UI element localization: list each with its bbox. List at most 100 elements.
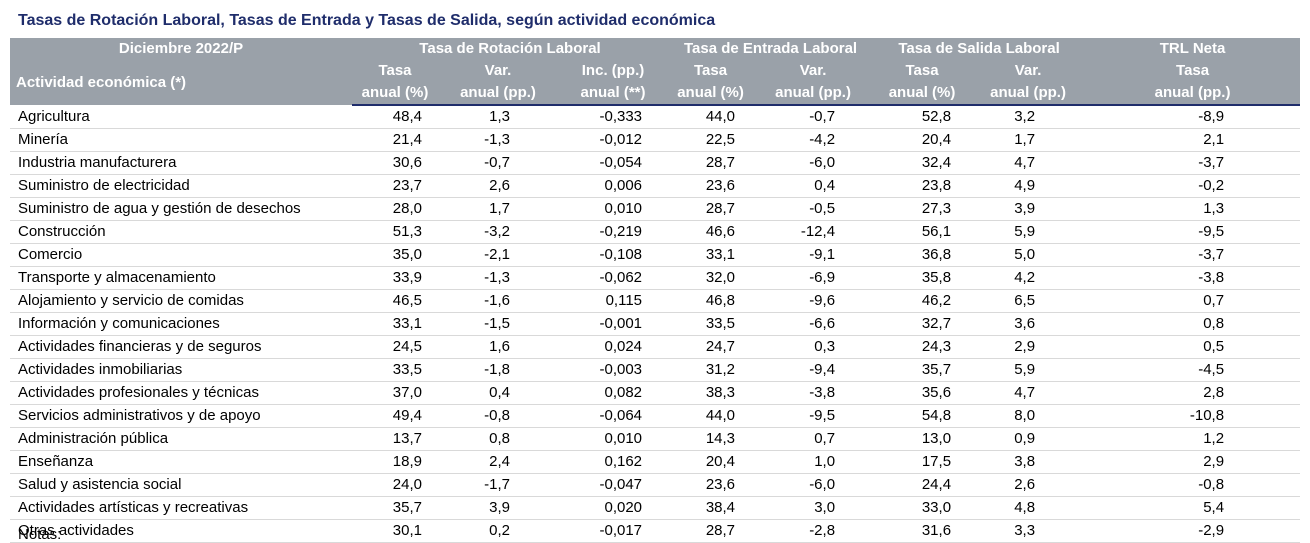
salida-group-header: Tasa de Salida Laboral	[873, 38, 1086, 60]
value-cell: 17,5	[873, 450, 972, 474]
value-cell: 0,010	[558, 427, 669, 451]
value-cell: -0,047	[558, 473, 669, 497]
table-row: Servicios administrativos y de apoyo 49,4…	[10, 404, 1301, 428]
table-row: Administración pública 13,7 0,8 0,010 14,3 0,…	[10, 427, 1301, 451]
table-body: Agricultura 48,4 1,3 -0,333 44,0 -0,7 52,8 3,2-…	[10, 105, 1301, 543]
rotacion-group-header: Tasa de Rotación Laboral	[352, 38, 669, 60]
subheader-label: Var.	[971, 60, 1086, 82]
value-cell: 35,0	[352, 243, 438, 267]
value-cell: 4,8	[971, 496, 1086, 520]
subheader-unit: anual (%)	[668, 82, 754, 106]
value-cell: 23,7	[352, 174, 438, 198]
value-cell: 13,0	[873, 427, 972, 451]
subheader-label: Inc. (pp.)	[558, 60, 669, 82]
value-cell: -1,7	[438, 473, 558, 497]
value-cell: 2,6	[971, 473, 1086, 497]
value-cell: 33,1	[668, 243, 754, 267]
value-cell: -0,5	[753, 197, 874, 221]
value-cell: -0,001	[558, 312, 669, 336]
activity-name-cell: Salud y asistencia social	[10, 473, 352, 497]
value-cell: -0,2	[1085, 174, 1301, 198]
value-cell: -4,2	[753, 128, 874, 152]
table-row: Minería 21,4 -1,3 -0,012 22,5 -4,2 20,4 1,7 2,1	[10, 128, 1301, 152]
table-row: Transporte y almacenamiento 33,9 -1,3 -0,06…	[10, 266, 1301, 290]
activity-name-cell: Información y comunicaciones	[10, 312, 352, 336]
value-cell: 56,1	[873, 220, 972, 244]
value-cell: 5,0	[971, 243, 1086, 267]
value-cell: 49,4	[352, 404, 438, 428]
value-cell: 0,2	[438, 519, 558, 543]
value-cell: 20,4	[873, 128, 972, 152]
value-cell: -0,219	[558, 220, 669, 244]
value-cell: -9,4	[753, 358, 874, 382]
data-table: Diciembre 2022/P Tasa de Rotación Labora…	[10, 38, 1301, 543]
value-cell: -10,8	[1085, 404, 1301, 428]
value-cell: -3,2	[438, 220, 558, 244]
table-row: Enseñanza 18,9 2,4 0,162 20,4 1,0 17,5 3,8 2,9	[10, 450, 1301, 474]
value-cell: 3,0	[753, 496, 874, 520]
value-cell: -0,064	[558, 404, 669, 428]
table-row: Actividades financieras y de seguros 24,5…	[10, 335, 1301, 359]
table-row: Alojamiento y servicio de comidas 46,5 -1,…	[10, 289, 1301, 313]
table-title: Tasas de Rotación Laboral, Tasas de Entr…	[18, 12, 716, 29]
activity-name-cell: Enseñanza	[10, 450, 352, 474]
table-row: Comercio 35,0 -2,1 -0,108 33,1 -9,1 36,8 5,0 -3,…	[10, 243, 1301, 267]
value-cell: 4,7	[971, 151, 1086, 175]
subheader-label: Tasa	[1085, 60, 1301, 82]
value-cell: -3,7	[1085, 151, 1301, 175]
value-cell: 2,9	[971, 335, 1086, 359]
activity-name-cell: Construcción	[10, 220, 352, 244]
value-cell: 35,7	[352, 496, 438, 520]
value-cell: 0,7	[1085, 289, 1301, 313]
value-cell: 31,6	[873, 519, 972, 543]
value-cell: 24,0	[352, 473, 438, 497]
value-cell: 2,9	[1085, 450, 1301, 474]
value-cell: 1,6	[438, 335, 558, 359]
value-cell: 28,0	[352, 197, 438, 221]
value-cell: 18,9	[352, 450, 438, 474]
value-cell: 33,5	[668, 312, 754, 336]
subheader-unit: anual (pp.)	[753, 82, 874, 106]
value-cell: -9,5	[1085, 220, 1301, 244]
table-row: Actividades inmobiliarias 33,5 -1,8 -0,003 3…	[10, 358, 1301, 382]
value-cell: 4,9	[971, 174, 1086, 198]
value-cell: -0,7	[438, 151, 558, 175]
table-row: Actividades artísticas y recreativas 35,7…	[10, 496, 1301, 520]
value-cell: -0,003	[558, 358, 669, 382]
value-cell: 46,5	[352, 289, 438, 313]
value-cell: 0,162	[558, 450, 669, 474]
value-cell: 3,9	[971, 197, 1086, 221]
value-cell: 52,8	[873, 105, 972, 129]
activity-name-cell: Administración pública	[10, 427, 352, 451]
value-cell: 27,3	[873, 197, 972, 221]
value-cell: 13,7	[352, 427, 438, 451]
value-cell: -9,5	[753, 404, 874, 428]
activity-name-cell: Actividades profesionales y técnicas	[10, 381, 352, 405]
value-cell: 0,8	[1085, 312, 1301, 336]
subheader-unit: anual (%)	[352, 82, 438, 106]
value-cell: -0,7	[753, 105, 874, 129]
value-cell: 0,006	[558, 174, 669, 198]
value-cell: -0,012	[558, 128, 669, 152]
notes-label: Notas:	[18, 526, 62, 543]
value-cell: 48,4	[352, 105, 438, 129]
value-cell: 0,020	[558, 496, 669, 520]
value-cell: -3,7	[1085, 243, 1301, 267]
subheader-label: Tasa	[873, 60, 972, 82]
activity-name-cell: Transporte y almacenamiento	[10, 266, 352, 290]
table-row: Agricultura 48,4 1,3 -0,333 44,0 -0,7 52,8 3,2-…	[10, 105, 1301, 129]
value-cell: 28,7	[668, 151, 754, 175]
table-header: Diciembre 2022/P Tasa de Rotación Labora…	[10, 38, 1301, 106]
subheader-label: Var.	[438, 60, 558, 82]
value-cell: 30,1	[352, 519, 438, 543]
value-cell: 21,4	[352, 128, 438, 152]
value-cell: -9,1	[753, 243, 874, 267]
value-cell: -2,9	[1085, 519, 1301, 543]
value-cell: 24,3	[873, 335, 972, 359]
value-cell: 37,0	[352, 381, 438, 405]
value-cell: 46,2	[873, 289, 972, 313]
value-cell: 2,8	[1085, 381, 1301, 405]
value-cell: 33,9	[352, 266, 438, 290]
value-cell: 5,4	[1085, 496, 1301, 520]
table-row: Suministro de agua y gestión de desechos…	[10, 197, 1301, 221]
